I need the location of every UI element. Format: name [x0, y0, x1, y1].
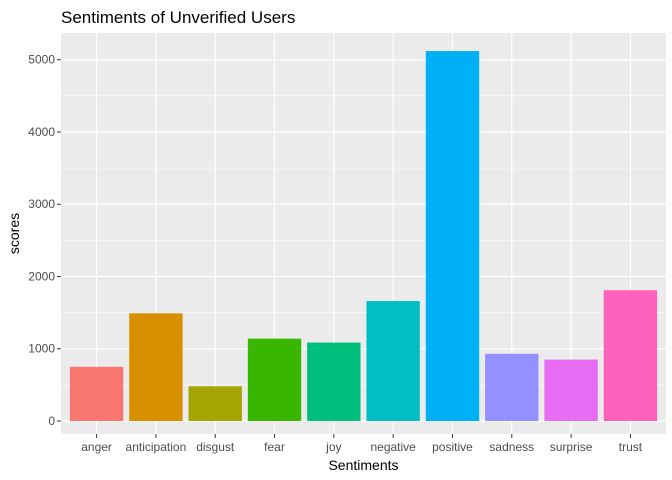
- chart-title: Sentiments of Unverified Users: [61, 8, 295, 27]
- bar-anticipation: [129, 313, 183, 421]
- bar-joy: [307, 342, 361, 421]
- bar-fear: [247, 338, 302, 421]
- y-tick-label: 0: [48, 414, 55, 428]
- y-tick-label: 3000: [28, 197, 55, 211]
- y-tick-label: 5000: [28, 53, 55, 67]
- y-tick-label: 2000: [28, 269, 55, 283]
- bar-trust: [603, 290, 658, 421]
- x-tick-label-disgust: disgust: [196, 440, 235, 454]
- bar-layer: [69, 51, 658, 421]
- bar-disgust: [188, 386, 242, 421]
- bar-negative: [366, 301, 420, 421]
- x-tick-label-trust: trust: [619, 440, 643, 454]
- y-axis-title: scores: [6, 213, 22, 254]
- y-tick-label: 1000: [28, 342, 55, 356]
- bar-anger: [69, 366, 124, 421]
- x-tick-label-anger: anger: [81, 440, 112, 454]
- bar-positive: [425, 51, 480, 421]
- x-axis-title: Sentiments: [328, 457, 398, 473]
- x-tick-label-negative: negative: [370, 440, 416, 454]
- x-tick-label-anticipation: anticipation: [126, 440, 187, 454]
- bar-sadness: [485, 353, 539, 421]
- y-tick-label: 4000: [28, 125, 55, 139]
- bar-surprise: [544, 359, 598, 421]
- axis-layer: 0 1000 2000 3000 4000 5000 anger anticipation di…: [28, 53, 642, 454]
- x-tick-label-sadness: sadness: [489, 440, 534, 454]
- x-tick-label-surprise: surprise: [550, 440, 593, 454]
- x-tick-label-fear: fear: [264, 440, 285, 454]
- x-tick-label-positive: positive: [432, 440, 473, 454]
- x-tick-label-joy: joy: [325, 440, 341, 454]
